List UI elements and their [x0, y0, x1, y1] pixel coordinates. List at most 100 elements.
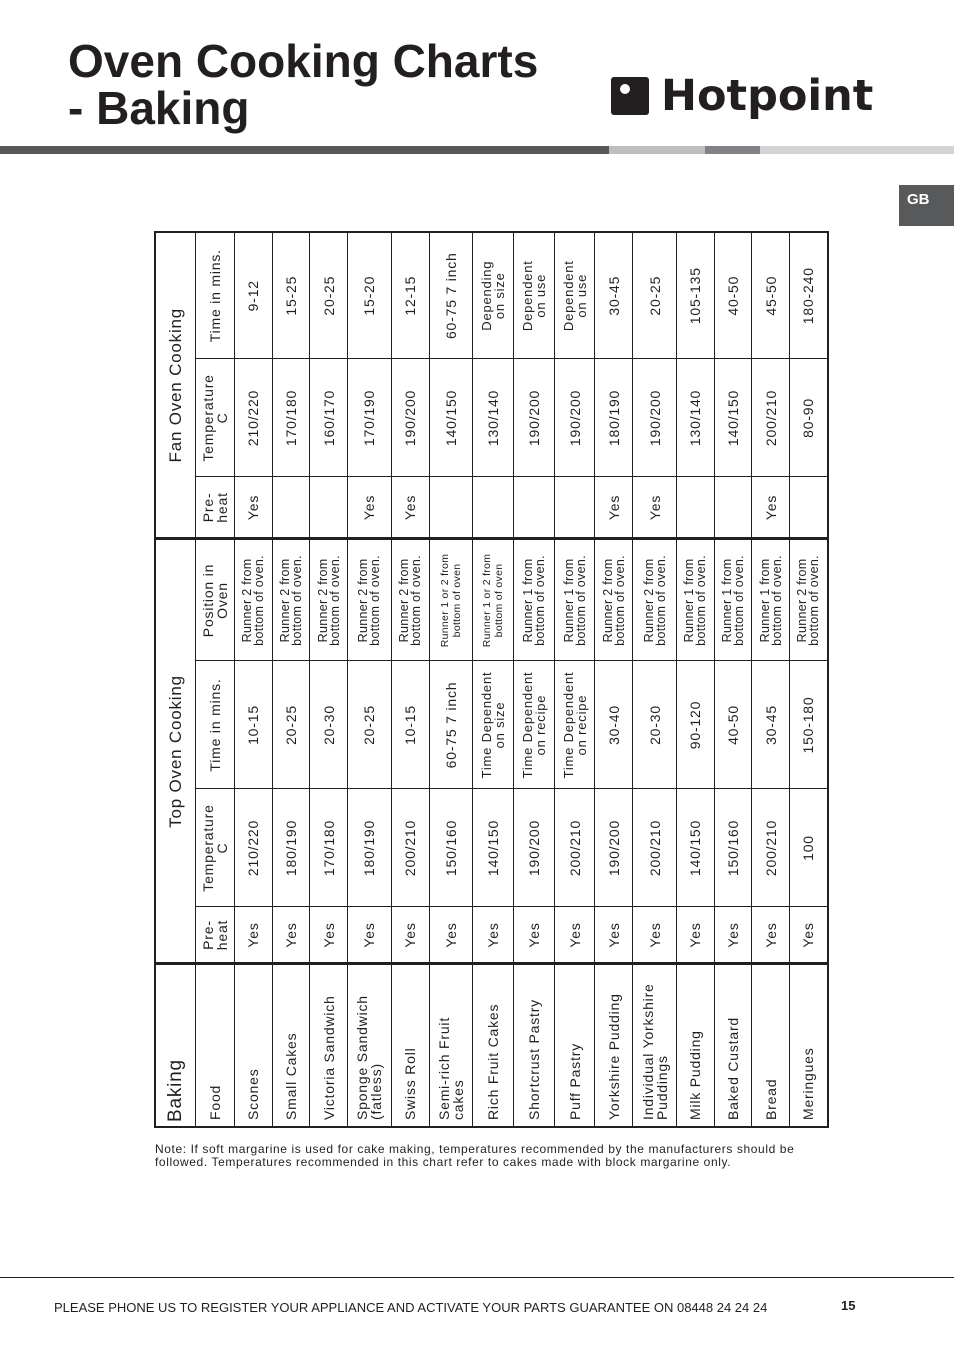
group-header-top-oven: Top Oven Cooking — [155, 538, 196, 964]
table-row: Milk Pudding Yes 140/150 90-120 Runner 1 fro… — [676, 231, 715, 1127]
cell-fan-preheat — [789, 476, 828, 539]
table-row: Bread Yes 200/210 30-45 Runner 1 from bottom… — [751, 231, 790, 1127]
cell-top-time: 40-50 — [714, 661, 752, 789]
cell-top-position: Runner 2 from bottom of oven. — [309, 538, 348, 661]
cell-food: Shortcrust Pastry — [513, 964, 555, 1127]
cell-top-time: 30-40 — [594, 661, 633, 789]
cell-top-temperature: 210/220 — [234, 789, 273, 907]
cell-top-temperature: 200/210 — [632, 789, 677, 907]
cell-fan-time: 105-135 — [676, 231, 715, 359]
cell-fan-time: 20-25 — [309, 231, 348, 359]
cell-top-temperature: 200/210 — [554, 789, 595, 907]
cell-top-position: Runner 2 from bottom of oven. — [347, 538, 392, 661]
table-row: Victoria Sandwich Yes 170/180 20-30 Runner 2… — [309, 231, 348, 1127]
cell-top-position: Runner 1 from bottom of oven. — [513, 538, 555, 661]
cell-top-time: Time Dependent on recipe — [554, 661, 595, 789]
cell-top-position: Runner 2 from bottom of oven. — [391, 538, 430, 661]
cell-food: Baked Custard — [714, 964, 752, 1127]
cell-fan-time: 180-240 — [789, 231, 828, 359]
cell-fan-time: 30-45 — [594, 231, 633, 359]
region-tab: GB — [899, 185, 954, 226]
table-row: Sponge Sandwich (fatless) Yes 180/190 20-25… — [347, 231, 392, 1127]
group-header-fan-oven: Fan Oven Cooking — [155, 231, 196, 539]
cell-top-position: Runner 1 from bottom of oven. — [751, 538, 790, 661]
cell-fan-time: 60-75 7 inch — [429, 231, 473, 359]
cell-top-position: Runner 2 from bottom of oven. — [272, 538, 310, 661]
cell-fan-time: 9-12 — [234, 231, 273, 359]
cell-fan-time: Dependent on use — [513, 231, 555, 359]
cell-top-temperature: 180/190 — [272, 789, 310, 907]
table-row: Semi-rich Fruit cakes Yes 150/160 60-75 7 i… — [429, 231, 473, 1127]
cell-food: Swiss Roll — [391, 964, 430, 1127]
cell-top-temperature: 200/210 — [391, 789, 430, 907]
group-header-row: Baking Top Oven Cooking Fan Oven Cooking — [155, 231, 196, 1127]
cell-top-preheat: Yes — [309, 907, 348, 964]
cell-fan-temperature: 170/190 — [347, 358, 392, 477]
cell-top-preheat: Yes — [554, 907, 595, 964]
cell-top-temperature: 180/190 — [347, 789, 392, 907]
cell-fan-time: 40-50 — [714, 231, 752, 359]
cell-food: Puff Pastry — [554, 964, 595, 1127]
cell-top-preheat: Yes — [676, 907, 715, 964]
footnote: Note: If soft margarine is used for cake… — [155, 1142, 795, 1169]
cell-top-temperature: 100 — [789, 789, 828, 907]
group-header-baking: Baking — [155, 964, 196, 1127]
cell-food: Sponge Sandwich (fatless) — [347, 964, 392, 1127]
cell-fan-preheat: Yes — [347, 476, 392, 539]
cell-fan-preheat: Yes — [234, 476, 273, 539]
cell-top-time: 10-15 — [234, 661, 273, 789]
table-row: Scones Yes 210/220 10-15 Runner 2 from botto… — [234, 231, 273, 1127]
cell-fan-preheat — [554, 476, 595, 539]
page-title: Oven Cooking Charts - Baking — [68, 35, 539, 134]
header-bar-mid — [705, 146, 760, 154]
baking-chart-table: Baking Top Oven Cooking Fan Oven Cooking… — [154, 230, 829, 1128]
header-bar-light — [609, 146, 705, 154]
cell-top-time: 20-30 — [309, 661, 348, 789]
cell-fan-time: 15-20 — [347, 231, 392, 359]
cell-top-preheat: Yes — [789, 907, 828, 964]
cell-fan-temperature: 130/140 — [676, 358, 715, 477]
column-header-top-preheat: Pre- heat — [195, 907, 235, 964]
cell-top-time: Time Dependent on recipe — [513, 661, 555, 789]
cell-food: Rich Fruit Cakes — [472, 964, 514, 1127]
table-row: Small Cakes Yes 180/190 20-25 Runner 2 from … — [272, 231, 310, 1127]
column-header-fan-temperature: Temperature C — [195, 358, 235, 477]
cell-top-time: 20-25 — [272, 661, 310, 789]
cell-fan-temperature: 200/210 — [751, 358, 790, 477]
cell-fan-preheat — [272, 476, 310, 539]
cell-top-time: 20-25 — [347, 661, 392, 789]
cell-fan-time: 45-50 — [751, 231, 790, 359]
cell-top-temperature: 190/200 — [594, 789, 633, 907]
table-row: Yorkshire Pudding Yes 190/200 30-40 Runner 2… — [594, 231, 633, 1127]
cell-fan-preheat — [309, 476, 348, 539]
cell-fan-temperature: 80-90 — [789, 358, 828, 477]
table-row: Individual Yorkshire Puddings Yes 200/210 2… — [632, 231, 677, 1127]
cell-top-position: Runner 2 from bottom of oven. — [234, 538, 273, 661]
table-row: Shortcrust Pastry Yes 190/200 Time Dependen… — [513, 231, 555, 1127]
cell-food: Scones — [234, 964, 273, 1127]
cell-fan-temperature: 190/200 — [513, 358, 555, 477]
cell-food: Meringues — [789, 964, 828, 1127]
cell-fan-temperature: 170/180 — [272, 358, 310, 477]
footer-divider — [0, 1277, 954, 1278]
cell-top-position: Runner 2 from bottom of oven. — [632, 538, 677, 661]
column-header-fan-time: Time in mins. — [195, 231, 235, 359]
cell-top-position: Runner 2 from bottom of oven. — [594, 538, 633, 661]
cell-food: Milk Pudding — [676, 964, 715, 1127]
baking-chart-table-wrapper: Baking Top Oven Cooking Fan Oven Cooking… — [154, 230, 829, 1128]
cell-top-position: Runner 1 from bottom of oven. — [676, 538, 715, 661]
cell-top-time: 60-75 7 inch — [429, 661, 473, 789]
cell-top-temperature: 150/160 — [429, 789, 473, 907]
table-row: Baked Custard Yes 150/160 40-50 Runner 1 fro… — [714, 231, 752, 1127]
cell-top-preheat: Yes — [714, 907, 752, 964]
cell-top-position: Runner 1 from bottom of oven. — [554, 538, 595, 661]
cell-top-position: Runner 2 from bottom of oven. — [789, 538, 828, 661]
cell-top-preheat: Yes — [347, 907, 392, 964]
cell-fan-temperature: 140/150 — [714, 358, 752, 477]
cell-fan-temperature: 130/140 — [472, 358, 514, 477]
cell-top-temperature: 170/180 — [309, 789, 348, 907]
cell-fan-preheat: Yes — [751, 476, 790, 539]
hotpoint-logo: Hotpoint — [611, 74, 873, 118]
cell-top-preheat: Yes — [594, 907, 633, 964]
cell-top-preheat: Yes — [751, 907, 790, 964]
